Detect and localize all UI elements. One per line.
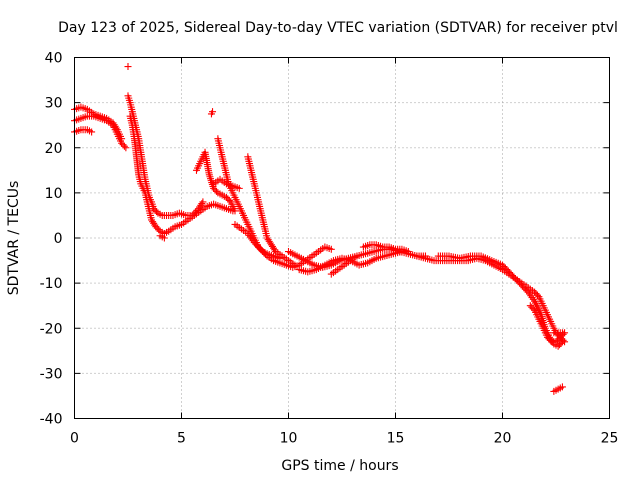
x-tick-label: 15 [387,431,405,447]
data-point [271,246,279,254]
y-tick-label: -20 [40,321,63,337]
data-point [88,128,96,136]
y-tick-label: 20 [45,141,63,157]
x-tick-label: 20 [494,431,512,447]
y-axis-label: SDTVAR / TECUs [6,181,22,296]
data-point [558,338,566,346]
grid-lines [74,57,610,419]
data-point [199,198,207,206]
data-point [225,196,233,204]
data-point [209,108,217,116]
data-point [112,124,120,132]
data-point [122,144,130,152]
data-point [546,336,554,344]
data-point [118,135,126,143]
chart-title: Day 123 of 2025, Sidereal Day-to-day VTE… [58,20,618,36]
data-point [558,383,566,391]
data-point [257,245,265,253]
data-point [235,184,243,192]
y-tick-label: -40 [40,412,63,428]
data-point [231,207,239,215]
x-tick-label: 25 [601,431,619,447]
data-point [153,208,161,216]
data-point [558,329,566,337]
x-tick-label: 0 [70,431,79,447]
data-point [529,305,537,313]
data-point [124,63,132,71]
data-point [557,339,565,347]
y-tick-label: 0 [54,231,63,247]
data-point [353,252,361,260]
x-axis-label: GPS time / hours [281,458,398,474]
data-point [160,234,168,242]
data-point [261,250,269,258]
y-tick-label: -30 [40,366,63,382]
data-point [404,248,412,256]
data-point [253,242,261,250]
data-point [533,291,541,299]
data-point [212,187,220,195]
y-tick-label: 30 [45,96,63,112]
data-point [327,245,335,253]
data-point [155,226,163,234]
data-points [71,63,569,395]
data-point [258,247,266,255]
data-point [198,200,206,208]
plot-frame [74,57,610,419]
data-point [250,239,258,247]
data-point [255,244,263,252]
x-tick-label: 10 [280,431,298,447]
tick-labels: 0 5 10 15 20 25 -40 -30 -20 -10 0 10 20 30 40 [40,51,619,447]
y-tick-label: -10 [40,276,63,292]
data-point [252,240,260,248]
y-tick-label: 10 [45,186,63,202]
data-point [260,249,268,257]
x-tick-label: 5 [177,431,186,447]
y-tick-label: 40 [45,51,63,67]
data-point [120,142,128,150]
